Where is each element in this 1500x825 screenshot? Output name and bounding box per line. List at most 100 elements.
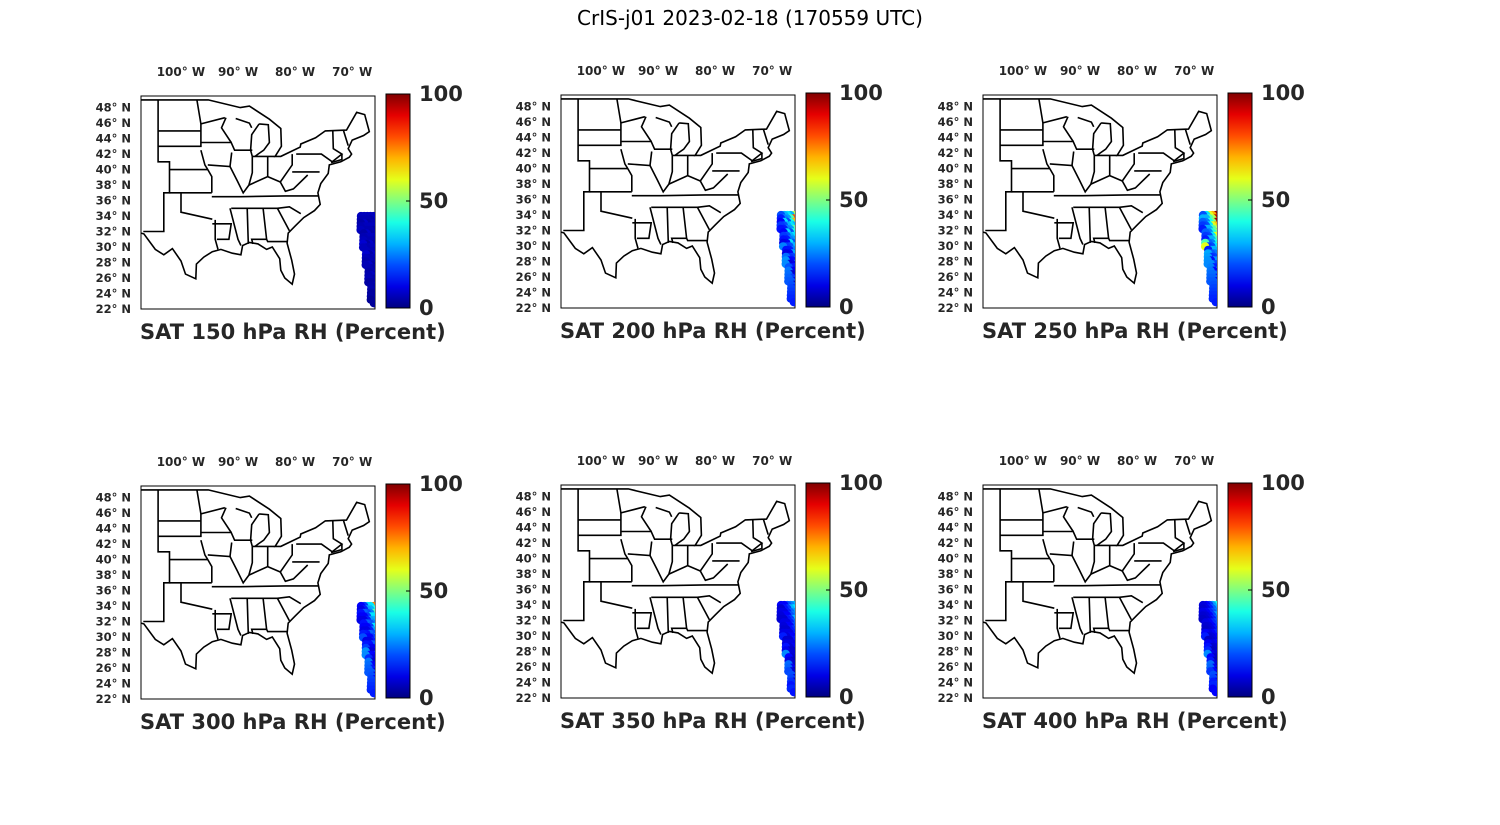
- state-border: [1138, 519, 1186, 552]
- rh-map-350: 100° W 90° W 80° W 70° W 48° N46° N 44° N42° …: [516, 454, 883, 709]
- state-border: [578, 488, 622, 537]
- state-border: [231, 595, 302, 605]
- panel-title: SAT 200 hPa RH (Percent): [560, 319, 866, 343]
- lat-tick-label: 36° N: [516, 193, 551, 207]
- rh-map-400: 100° W 90° W 80° W 70° W 48° N46° N 44° N42° …: [938, 454, 1305, 709]
- lat-tick-label: 46° N: [516, 115, 551, 129]
- colorbar-tick-label: 100: [1261, 81, 1305, 105]
- state-border: [716, 519, 764, 552]
- state-border: [296, 520, 344, 553]
- lat-tick-label: 26° N: [96, 271, 131, 285]
- state-border: [1071, 155, 1096, 194]
- state-border: [1109, 543, 1135, 572]
- lon-tick-label: 100° W: [577, 454, 625, 468]
- state-border: [674, 122, 691, 157]
- state-border: [1042, 538, 1055, 582]
- state-border: [220, 117, 232, 143]
- state-border: [254, 513, 271, 548]
- lon-tick-label: 90° W: [218, 455, 258, 469]
- colorbar-tick-label: 50: [839, 188, 868, 212]
- state-border: [267, 154, 293, 183]
- coastline: [141, 489, 371, 676]
- state-border: [655, 506, 673, 518]
- rh-map-200: 100° W 90° W 80° W 70° W 48° N46° N 44° N42° …: [516, 64, 883, 319]
- state-border: [1172, 153, 1185, 163]
- figure-title: CrIS-j01 2023-02-18 (170559 UTC): [577, 6, 923, 30]
- state-border: [200, 506, 226, 515]
- state-border: [211, 585, 319, 588]
- lat-tick-label: 32° N: [96, 225, 131, 239]
- state-border: [716, 129, 764, 162]
- state-border: [250, 598, 268, 635]
- state-border: [1042, 530, 1095, 540]
- lat-tick-label: 44° N: [938, 131, 973, 145]
- lat-tick-label: 28° N: [96, 646, 131, 660]
- colorbar-tick-label: 100: [1261, 471, 1305, 495]
- colorbar-tick-label: 0: [1261, 685, 1276, 709]
- lon-tick-label: 70° W: [332, 455, 372, 469]
- lat-tick-label: 24° N: [96, 287, 131, 301]
- state-border: [631, 194, 739, 197]
- state-border: [1107, 237, 1129, 242]
- lat-tick-label: 44° N: [96, 132, 131, 146]
- state-border: [330, 544, 343, 554]
- lon-tick-label: 100° W: [157, 65, 205, 79]
- state-border: [620, 140, 673, 150]
- colorbar: [1227, 482, 1253, 698]
- state-border: [1071, 545, 1096, 584]
- colorbar-tick-label: 0: [1261, 295, 1276, 319]
- state-border: [696, 206, 711, 231]
- state-border: [655, 116, 673, 128]
- state-border: [200, 141, 253, 151]
- lat-tick-label: 38° N: [516, 567, 551, 581]
- map-panel-300: 100° W 90° W 80° W 70° W 48° N 46° N 44° N 42° …: [85, 448, 505, 748]
- lon-tick-label: 90° W: [218, 65, 258, 79]
- lat-tick-label: 26° N: [516, 660, 551, 674]
- lat-tick-label: 48° N: [96, 101, 131, 115]
- lat-tick-label: 26° N: [96, 661, 131, 675]
- colorbar-tick-label: 50: [839, 578, 868, 602]
- lat-tick-label: 32° N: [516, 224, 551, 238]
- state-border: [1088, 597, 1092, 633]
- lat-tick-label: 26° N: [938, 270, 973, 284]
- map-panel-400: 100° W 90° W 80° W 70° W 48° N 46° N 44° N 42° …: [927, 447, 1347, 747]
- map-panel-250: 100° W 90° W 80° W 70° W 48° N 46° N 44° N 42° …: [927, 57, 1347, 357]
- state-border: [249, 123, 260, 157]
- state-border: [578, 98, 622, 147]
- lat-tick-label: 24° N: [938, 286, 973, 300]
- lat-tick-label: 34° N: [96, 599, 131, 613]
- rh-map-300: 100° W 90° W 80° W 70° W 48° N46° N 44° N42° …: [96, 455, 463, 710]
- state-border: [229, 546, 254, 585]
- colorbar-tick-label: 100: [839, 81, 883, 105]
- lon-tick-label: 80° W: [275, 65, 315, 79]
- state-border: [649, 207, 662, 245]
- state-border: [330, 154, 343, 164]
- state-border: [600, 581, 633, 609]
- lat-tick-label: 40° N: [96, 163, 131, 177]
- state-border: [674, 512, 691, 547]
- map-panel-200: 100° W 90° W 80° W 70° W 48° N 46° N 44° N 42° …: [505, 57, 925, 357]
- coastline: [141, 99, 371, 286]
- coastline: [561, 98, 791, 285]
- lat-tick-label: 34° N: [516, 598, 551, 612]
- state-border: [214, 609, 219, 640]
- colorbar-tick-label: 50: [1261, 188, 1290, 212]
- lat-tick-label: 48° N: [516, 100, 551, 114]
- lat-tick-label: 46° N: [96, 116, 131, 130]
- lat-tick-label: 44° N: [938, 521, 973, 535]
- rh-observation-point: [789, 688, 795, 697]
- panel-title: SAT 350 hPa RH (Percent): [560, 709, 866, 733]
- lat-tick-label: 42° N: [96, 147, 131, 161]
- lat-tick-label: 22° N: [96, 302, 131, 316]
- lon-tick-label: 90° W: [1060, 454, 1100, 468]
- colorbar-tick-label: 100: [839, 471, 883, 495]
- panel-title: SAT 250 hPa RH (Percent): [982, 319, 1288, 343]
- lon-tick-label: 100° W: [577, 64, 625, 78]
- map-frame: [982, 484, 1218, 699]
- state-border: [620, 115, 646, 124]
- lat-tick-label: 38° N: [938, 177, 973, 191]
- coastline: [983, 98, 1213, 285]
- state-border: [220, 507, 232, 533]
- state-border: [1054, 222, 1075, 240]
- coastline: [983, 488, 1213, 675]
